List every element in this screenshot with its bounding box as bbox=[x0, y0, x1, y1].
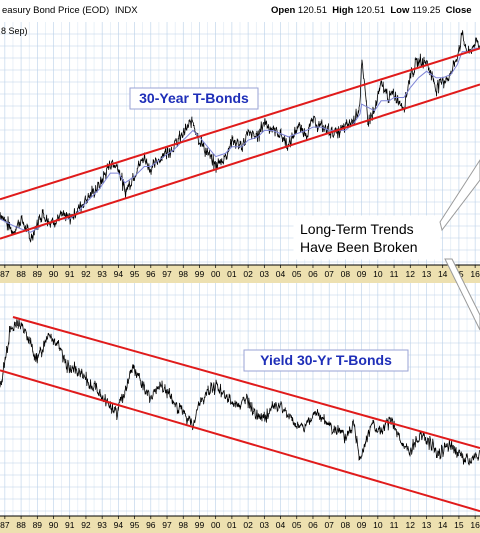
price-x-tick-label: 90 bbox=[49, 269, 59, 279]
yield-x-tick-label: 95 bbox=[130, 520, 140, 530]
price-x-tick-label: 16 bbox=[470, 269, 480, 279]
yield-x-tick-label: 93 bbox=[97, 520, 107, 530]
yield-panel: Yield 30-Yr T-Bonds bbox=[0, 283, 480, 516]
price-x-tick-label: 88 bbox=[16, 269, 26, 279]
price-x-tick-label: 06 bbox=[308, 269, 318, 279]
price-x-tick-label: 01 bbox=[227, 269, 237, 279]
price-x-tick-label: 07 bbox=[324, 269, 334, 279]
price-x-tick-label: 10 bbox=[373, 269, 383, 279]
low-label: Low bbox=[390, 5, 410, 16]
price-x-tick-label: 03 bbox=[260, 269, 270, 279]
yield-x-tick-label: 10 bbox=[373, 520, 383, 530]
yield-x-axis: 87 88 89 90 91 92 93 94 95 96 97 98 99 00 01 02 03 04 05 06… bbox=[0, 515, 480, 533]
open-label: Open bbox=[271, 5, 296, 16]
price-x-tick-label: 08 bbox=[341, 269, 351, 279]
price-x-tick-label: 05 bbox=[292, 269, 302, 279]
ohlc-readout: Open 120.51 High 120.51 Low 119.25 Close bbox=[271, 5, 472, 16]
price-x-tick-label: 96 bbox=[146, 269, 156, 279]
yield-x-tick-label: 03 bbox=[260, 520, 270, 530]
date-note: 8 Sep) bbox=[1, 26, 28, 36]
price-x-tick-label: 93 bbox=[97, 269, 107, 279]
chart-title: easury Bond Price (EOD) INDX bbox=[2, 5, 138, 16]
yield-x-tick-label: 14 bbox=[438, 520, 448, 530]
annotation-text-line: Have Been Broken bbox=[300, 239, 418, 255]
price-x-tick-label: 12 bbox=[406, 269, 416, 279]
yield-x-tick-label: 16 bbox=[470, 520, 480, 530]
yield-x-tick-label: 06 bbox=[308, 520, 318, 530]
annotation-layer: Long-Term Trends Have Been Broken bbox=[293, 159, 480, 331]
yield-x-tick-label: 99 bbox=[195, 520, 205, 530]
yield-x-tick-label: 96 bbox=[146, 520, 156, 530]
yield-x-tick-label: 08 bbox=[341, 520, 351, 530]
close-label: Close bbox=[445, 5, 472, 16]
yield-x-tick-label: 02 bbox=[243, 520, 253, 530]
price-x-tick-label: 13 bbox=[422, 269, 432, 279]
yield-x-tick-label: 94 bbox=[114, 520, 124, 530]
yield-x-tick-label: 15 bbox=[454, 520, 464, 530]
price-x-tick-label: 91 bbox=[65, 269, 75, 279]
high-value: 120.51 bbox=[356, 5, 386, 16]
yield-x-tick-label: 01 bbox=[227, 520, 237, 530]
yield-x-tick-label: 00 bbox=[211, 520, 221, 530]
yield-x-tick-label: 11 bbox=[390, 520, 399, 530]
yield-x-tick-label: 12 bbox=[406, 520, 416, 530]
yield-x-tick-label: 04 bbox=[276, 520, 286, 530]
yield-trend-line-lower bbox=[0, 369, 480, 513]
yield-x-tick-label: 87 bbox=[0, 520, 10, 530]
annotation-pointer-lower bbox=[444, 258, 480, 331]
annotation-pointer-upper bbox=[439, 159, 480, 232]
yield-x-tick-label: 90 bbox=[49, 520, 59, 530]
price-x-tick-label: 98 bbox=[179, 269, 189, 279]
price-x-tick-label: 00 bbox=[211, 269, 221, 279]
price-chart-title: 30-Year T-Bonds bbox=[139, 90, 249, 106]
open-value: 120.51 bbox=[297, 5, 327, 16]
price-x-tick-label: 02 bbox=[243, 269, 253, 279]
annotation-text-line: Long-Term Trends bbox=[300, 221, 414, 237]
yield-axis-band bbox=[0, 516, 480, 533]
price-trend-line-upper bbox=[0, 47, 480, 201]
yield-x-tick-label: 97 bbox=[162, 520, 172, 530]
price-axis-band bbox=[0, 265, 480, 283]
yield-x-tick-label: 89 bbox=[33, 520, 43, 530]
price-x-tick-label: 04 bbox=[276, 269, 286, 279]
yield-x-tick-label: 92 bbox=[81, 520, 91, 530]
low-value: 119.25 bbox=[412, 5, 441, 16]
price-x-tick-label: 97 bbox=[162, 269, 172, 279]
yield-trend-line-upper bbox=[12, 316, 480, 450]
price-x-tick-label: 99 bbox=[195, 269, 205, 279]
price-x-tick-label: 87 bbox=[0, 269, 10, 279]
security-symbol: INDX bbox=[114, 5, 138, 16]
yield-x-tick-label: 07 bbox=[324, 520, 334, 530]
annotation-box bbox=[293, 215, 441, 260]
price-x-tick-label: 14 bbox=[438, 269, 448, 279]
yield-title-box bbox=[243, 349, 409, 372]
price-x-tick-label: 09 bbox=[357, 269, 367, 279]
yield-x-tick-label: 09 bbox=[357, 520, 367, 530]
yield-x-tick-label: 98 bbox=[179, 520, 189, 530]
yield-chart-title: Yield 30-Yr T-Bonds bbox=[260, 352, 392, 368]
price-x-tick-label: 92 bbox=[81, 269, 91, 279]
yield-x-tick-label: 88 bbox=[16, 520, 26, 530]
price-x-tick-label: 11 bbox=[390, 269, 399, 279]
price-x-axis: 87 88 89 90 91 92 93 94 95 96 97 98 99 00 01 02 03 04 05 06… bbox=[0, 264, 480, 283]
price-x-tick-label: 94 bbox=[114, 269, 124, 279]
yield-x-tick-label: 05 bbox=[292, 520, 302, 530]
yield-series-line bbox=[0, 318, 480, 466]
security-name: easury Bond Price (EOD) bbox=[2, 5, 110, 16]
price-x-tick-label: 89 bbox=[33, 269, 43, 279]
price-moving-average-line bbox=[0, 47, 480, 233]
price-x-tick-label: 95 bbox=[130, 269, 140, 279]
yield-x-tick-label: 91 bbox=[65, 520, 75, 530]
yield-x-tick-label: 13 bbox=[422, 520, 432, 530]
price-series-line bbox=[0, 30, 480, 243]
price-title-box bbox=[129, 87, 259, 110]
price-trend-line-lower bbox=[0, 83, 480, 240]
high-label: High bbox=[332, 5, 354, 16]
